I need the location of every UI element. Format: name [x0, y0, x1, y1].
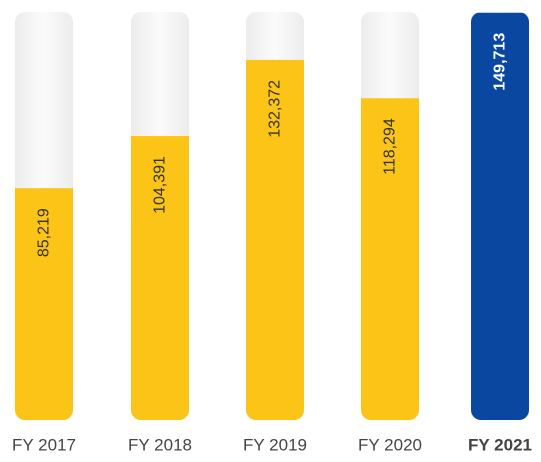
- bar-group: [15, 188, 73, 420]
- x-tick-label: FY 2021: [468, 435, 532, 454]
- bar: [15, 188, 73, 420]
- bar: [246, 59, 304, 420]
- bar: [361, 98, 419, 420]
- bar-group: [361, 98, 419, 420]
- bar: [131, 136, 189, 420]
- bar-group: [131, 136, 189, 420]
- value-label: 85,219: [36, 208, 53, 257]
- value-label: 149,713: [492, 33, 509, 91]
- x-tick-label: FY 2017: [12, 435, 76, 454]
- bar-group: [471, 12, 529, 420]
- bar: [471, 12, 529, 420]
- x-tick-label: FY 2020: [358, 435, 422, 454]
- bar-group: [246, 59, 304, 420]
- x-tick-label: FY 2018: [128, 435, 192, 454]
- x-tick-label: FY 2019: [243, 435, 307, 454]
- value-label: 104,391: [152, 156, 169, 214]
- value-label: 132,372: [267, 80, 284, 138]
- value-label: 118,294: [382, 118, 399, 175]
